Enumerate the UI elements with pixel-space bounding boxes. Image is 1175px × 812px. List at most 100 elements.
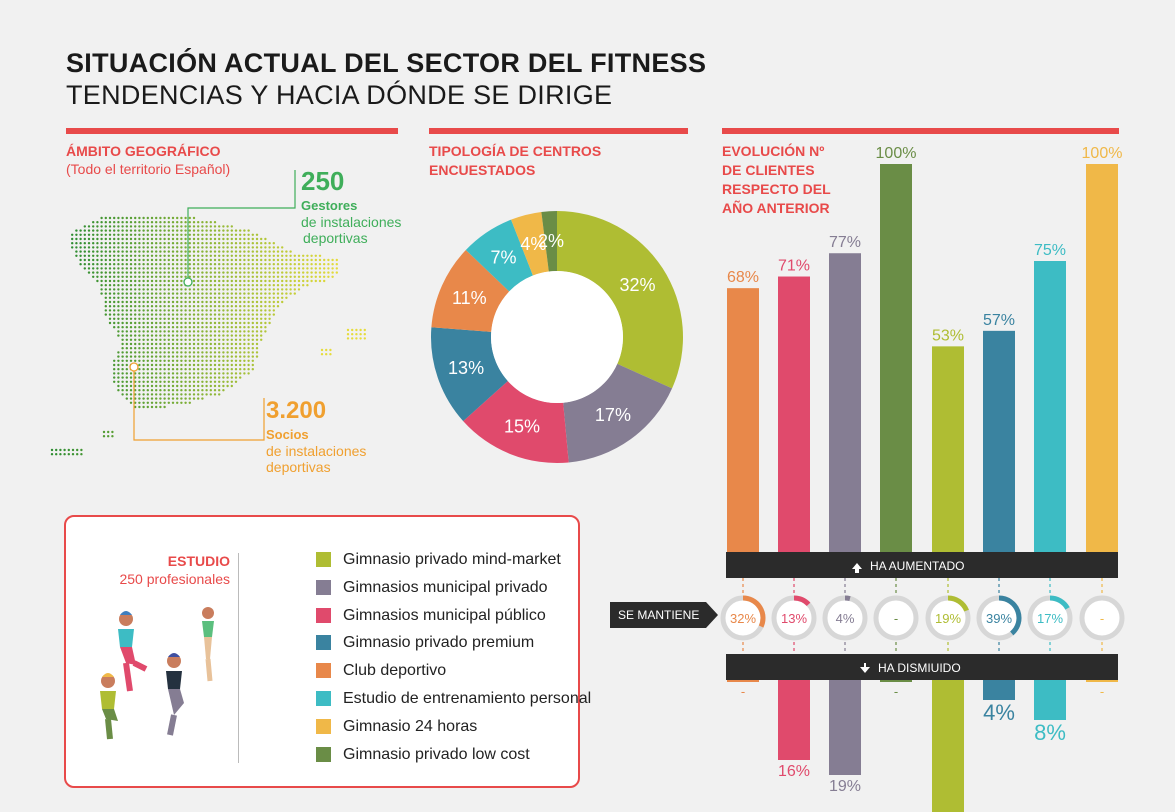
up-bar-label: 71% [778, 258, 810, 275]
gestores-label: Gestores de instalaciones deportivas [301, 198, 401, 246]
up-bar-label: 77% [829, 234, 861, 251]
up-band [726, 552, 1118, 578]
geo-subheading: (Todo el territorio Español) [66, 161, 231, 177]
down-bar-label: - [894, 684, 898, 699]
up-bar [932, 346, 964, 552]
typology-heading: TIPOLOGÍA DE CENTROS ENCUESTADOS [429, 142, 601, 180]
donut-slice [563, 363, 673, 463]
donut-slice-label: 13% [448, 358, 484, 378]
down-bar-label: 19% [829, 778, 861, 795]
down-bar-label: 16% [778, 763, 810, 780]
gestores-label-line2: deportivas [303, 230, 368, 246]
legend-swatch [316, 607, 331, 623]
legend-label: Gimnasio 24 horas [343, 717, 478, 735]
same-tag [610, 602, 718, 628]
down-bar-label: - [741, 684, 745, 699]
geo-heading: ÁMBITO GEOGRÁFICO [66, 143, 221, 159]
donut-slice-label: 17% [595, 405, 631, 425]
up-bar [727, 288, 759, 552]
donut-slice-label: 11% [452, 288, 487, 308]
down-band-label: HA DISMIUIDO [878, 661, 961, 675]
donut-hole [491, 271, 623, 403]
same-tag-label: SE MANTIENE [618, 608, 699, 622]
legend-swatch [316, 579, 331, 595]
donut-slice [431, 250, 510, 332]
same-arc [947, 595, 969, 612]
socios-number: 3.200 [266, 397, 327, 424]
geo-section-bar [66, 128, 398, 134]
socios-label-line2: deportivas [266, 459, 331, 475]
down-bar-label: - [1100, 684, 1104, 699]
legend-label: Gimnasio privado premium [343, 634, 535, 652]
up-bar-label: 100% [1082, 145, 1123, 162]
up-bar-label: 57% [983, 312, 1015, 329]
up-bar [1034, 261, 1066, 552]
legend-label: Gimnasios municipal privado [343, 578, 548, 596]
gestores-number: 250 [301, 166, 345, 196]
socios-bold-label: Socios [266, 427, 309, 442]
evolution-heading: EVOLUCIÓN Nº DE CLIENTES RESPECTO DEL AÑ… [722, 142, 831, 218]
evolution-heading-line1: EVOLUCIÓN Nº [722, 143, 825, 159]
legend-label: Gimnasio privado mind-market [343, 551, 561, 568]
up-bar-label: 75% [1034, 242, 1066, 259]
typology-heading-line1: TIPOLOGÍA DE CENTROS [429, 143, 602, 159]
fitness-people-illustration [100, 607, 214, 740]
typology-donut-chart: 32% 17% 15% 13% 11% 7%4%2% [431, 211, 683, 463]
legend-swatch [316, 746, 331, 762]
up-bar [880, 164, 912, 552]
legend-label: Gimnasios municipal público [343, 606, 546, 624]
same-arc [998, 595, 1022, 636]
study-divider [238, 553, 239, 763]
up-bar-label: 100% [876, 145, 917, 162]
socios-label: Socios de instalaciones deportivas [266, 427, 366, 475]
evolution-bar-chart: 68%32%-71%13%16%77%4%19%100%--53%19%28%5… [610, 145, 1125, 812]
up-bar-label: 53% [932, 327, 964, 344]
typology-section-bar [429, 128, 688, 134]
study-subheading: 250 profesionales [119, 571, 230, 587]
same-arc [742, 595, 766, 628]
down-bar-label: 4% [983, 700, 1015, 725]
evolution-heading-line2: DE CLIENTES [722, 162, 815, 178]
donut-slice [541, 211, 557, 272]
evolution-heading-line3: RESPECTO DEL [722, 181, 831, 197]
donut-slice-label: 2% [538, 231, 564, 251]
up-bar [829, 253, 861, 552]
up-bar [1086, 164, 1118, 552]
up-bar [778, 276, 810, 552]
legend-label: Gimnasio privado low cost [343, 745, 530, 763]
donut-slice [557, 211, 683, 389]
same-label: 4% [836, 611, 855, 626]
socios-label-line1: de instalaciones [266, 443, 367, 459]
donut-slice [465, 219, 533, 292]
up-band-label: HA AUMENTADO [870, 559, 964, 573]
same-arc [1049, 595, 1070, 610]
same-ring [873, 595, 919, 641]
down-bar-label: 8% [1034, 720, 1066, 745]
donut-slice-label: 7% [491, 247, 517, 267]
same-label: - [894, 611, 898, 626]
typology-heading-line2: ENCUESTADOS [429, 162, 536, 178]
same-label: 39% [986, 611, 1012, 626]
donut-slice-label: 32% [620, 275, 656, 295]
down-bar [983, 680, 1015, 700]
same-arc [844, 595, 851, 602]
same-label: 32% [730, 611, 756, 626]
study-heading: ESTUDIO [167, 553, 230, 569]
study-box: ESTUDIO 250 profesionales Gimnasio priva… [64, 515, 591, 788]
down-bar [932, 680, 964, 812]
down-bar [829, 680, 861, 775]
legend-swatch [316, 691, 331, 706]
down-bar-baseline [727, 680, 759, 682]
same-label: 19% [935, 611, 961, 626]
evolution-heading-line4: AÑO ANTERIOR [722, 200, 830, 216]
down-bar-baseline [880, 680, 912, 682]
same-label: 17% [1037, 611, 1063, 626]
donut-slice [431, 327, 508, 422]
arrow-up-icon [852, 563, 862, 573]
page-subtitle: TENDENCIAS Y HACIA DÓNDE SE DIRIGE [66, 80, 613, 110]
evolution-section-bar [722, 128, 1119, 134]
same-label: - [1100, 611, 1104, 626]
same-ring [1079, 595, 1125, 641]
spain-map [50, 170, 366, 456]
gestores-bold-label: Gestores [301, 198, 358, 213]
